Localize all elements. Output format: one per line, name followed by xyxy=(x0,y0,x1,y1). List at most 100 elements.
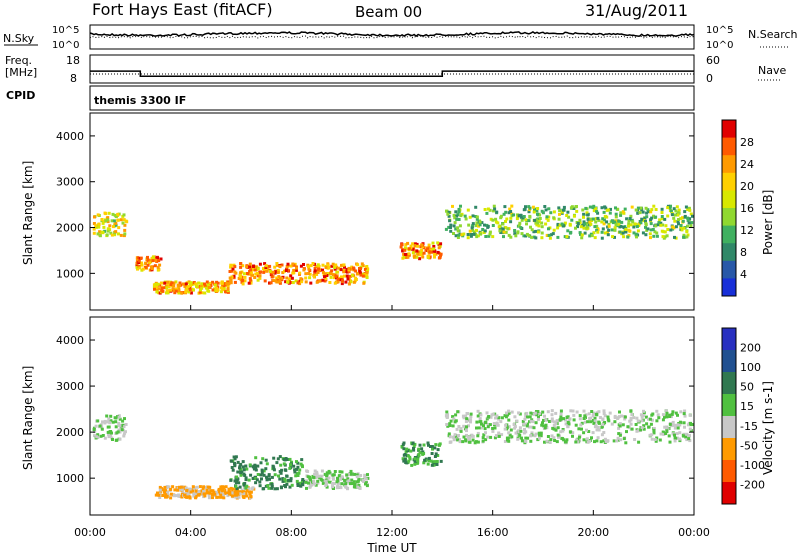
power-cell xyxy=(603,205,607,209)
velocity-cell xyxy=(114,438,118,442)
power-cell xyxy=(271,270,275,274)
velocity-cell xyxy=(345,473,349,477)
power-cell xyxy=(333,265,337,269)
x-tick-label: 00:00 xyxy=(678,526,710,539)
y-tick-label: 1000 xyxy=(56,267,84,280)
velocity-cell xyxy=(495,421,499,425)
y-tick-label: 2000 xyxy=(56,426,84,439)
velocity-cell xyxy=(515,419,519,423)
velocity-cell xyxy=(546,435,550,438)
power-cell xyxy=(536,207,540,210)
velocity-cell xyxy=(308,475,312,479)
power-cell xyxy=(226,288,230,291)
velocity-cell xyxy=(260,468,264,472)
velocity-cell xyxy=(203,494,207,498)
noise-left-tick-bottom: 10^0 xyxy=(52,40,79,51)
velocity-cell xyxy=(260,471,264,475)
velocity-cell xyxy=(413,462,417,466)
velocity-cell xyxy=(484,420,488,424)
power-cell xyxy=(466,236,470,240)
velocity-cell xyxy=(468,440,472,444)
power-cell xyxy=(403,248,407,252)
velocity-cell xyxy=(500,433,504,437)
power-cell xyxy=(488,208,492,212)
velocity-cell xyxy=(244,476,248,480)
power-cell xyxy=(135,258,139,262)
velocity-cell xyxy=(171,485,175,489)
velocity-cell xyxy=(461,414,465,418)
velocity-cell xyxy=(409,449,413,453)
power-cell xyxy=(344,280,348,284)
velocity-cell xyxy=(290,483,294,487)
power-cell xyxy=(524,218,528,222)
power-cell xyxy=(248,277,252,281)
velocity-cell xyxy=(568,417,572,421)
velocity-cell xyxy=(486,415,490,419)
velocity-cell xyxy=(275,487,279,491)
velocity-cell xyxy=(108,430,112,434)
velocity-cell xyxy=(562,438,566,442)
velocity-cell xyxy=(283,479,287,483)
velocity-cell xyxy=(278,455,282,459)
power-cell xyxy=(204,284,208,288)
velocity-cell xyxy=(603,437,607,441)
velocity-cell xyxy=(530,431,534,435)
velocity-cell xyxy=(248,490,252,494)
velocity-cell xyxy=(590,410,594,413)
power-cell xyxy=(108,224,112,228)
velocity-ylabel: Slant Range [km] xyxy=(21,366,35,470)
velocity-cell xyxy=(353,472,357,476)
power-cell xyxy=(286,268,290,272)
velocity-cell xyxy=(270,475,274,479)
power-cell xyxy=(146,263,150,267)
velocity-cell xyxy=(205,489,209,493)
power-cell xyxy=(534,221,538,225)
x-tick-label: 20:00 xyxy=(577,526,609,539)
power-cell xyxy=(647,210,650,214)
power-cell xyxy=(556,226,560,230)
velocity-cell xyxy=(535,413,539,417)
velocity-cell xyxy=(238,466,241,470)
velocity-cell xyxy=(260,477,263,481)
velocity-cell xyxy=(169,496,173,500)
power-cell xyxy=(180,291,184,295)
power-cell xyxy=(652,234,656,238)
velocity-cell xyxy=(204,485,208,489)
velocity-cell xyxy=(340,470,344,474)
velocity-cell xyxy=(198,492,202,496)
velocity-cell xyxy=(92,428,96,432)
power-cell xyxy=(298,282,302,286)
power-cell xyxy=(253,276,257,279)
power-cell xyxy=(256,278,260,282)
velocity-cell xyxy=(513,425,517,429)
power-cell xyxy=(361,274,365,278)
power-cell xyxy=(686,208,690,211)
power-cell xyxy=(275,262,279,265)
power-cell xyxy=(455,214,459,218)
velocity-cell xyxy=(298,468,302,472)
velocity-cell xyxy=(543,440,546,444)
power-cell xyxy=(214,283,217,287)
velocity-cell xyxy=(551,426,555,430)
colorbar-swatch xyxy=(722,243,736,262)
power-cell xyxy=(474,215,478,218)
colorbar-swatch xyxy=(722,155,736,174)
velocity-cell xyxy=(101,420,104,424)
velocity-cell xyxy=(642,424,646,428)
velocity-cell xyxy=(185,488,189,492)
power-cell xyxy=(157,287,161,291)
power-cell xyxy=(654,215,658,219)
power-cell xyxy=(605,220,609,224)
velocity-cell xyxy=(364,482,367,486)
power-cell xyxy=(165,289,169,293)
velocity-cell xyxy=(202,492,206,496)
power-cell xyxy=(226,280,230,284)
velocity-cell xyxy=(575,438,578,442)
velocity-cell xyxy=(513,426,517,430)
power-cell xyxy=(137,259,141,263)
power-cell xyxy=(660,229,664,233)
power-cell xyxy=(428,250,432,254)
velocity-cell xyxy=(278,477,282,481)
power-cell xyxy=(140,263,144,267)
velocity-cell xyxy=(446,424,450,428)
